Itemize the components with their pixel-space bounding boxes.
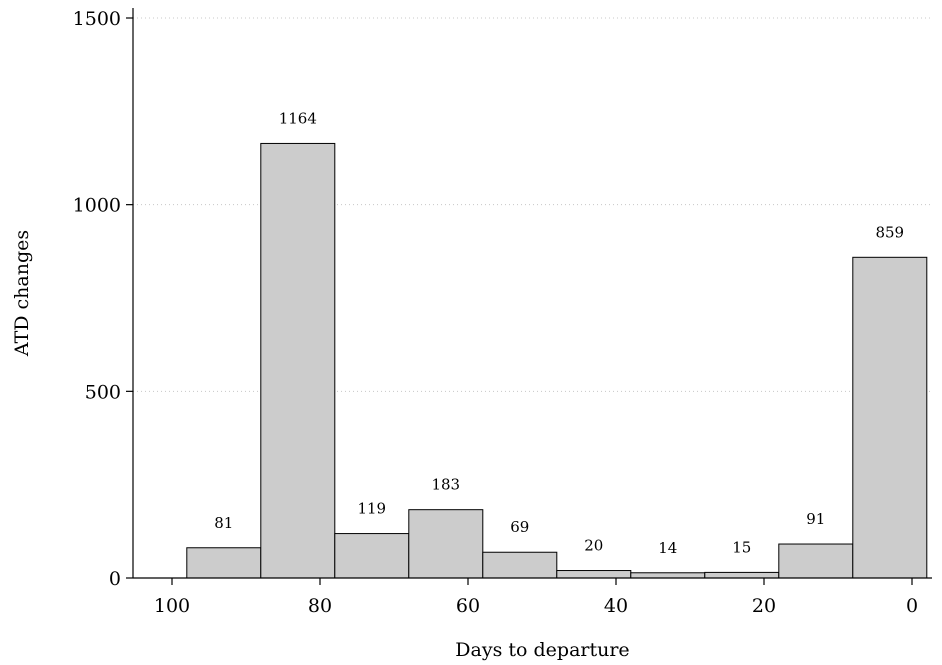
x-tick-label-40: 40 <box>604 595 628 617</box>
data-label-5: 20 <box>584 537 603 555</box>
y-tick-label-1000: 1000 <box>73 195 121 217</box>
bar-7 <box>704 571 780 579</box>
x-ticks: 100 80 60 40 20 0 <box>154 578 918 617</box>
axes <box>132 8 932 579</box>
data-label-7: 15 <box>732 538 751 556</box>
y-tick-label-0: 0 <box>109 568 121 590</box>
bar-0 <box>186 547 262 579</box>
bar-6 <box>630 572 706 579</box>
data-label-9: 859 <box>875 223 904 241</box>
bar-5 <box>556 570 632 579</box>
x-tick-label-0: 0 <box>906 595 918 617</box>
x-tick-label-100: 100 <box>154 595 190 617</box>
data-label-8: 91 <box>806 510 825 528</box>
data-label-3: 183 <box>431 476 460 494</box>
x-tick-label-60: 60 <box>456 595 480 617</box>
x-tick-label-20: 20 <box>752 595 776 617</box>
bar-8 <box>778 543 854 579</box>
grid-lines <box>133 17 932 392</box>
y-tick-label-500: 500 <box>85 381 121 403</box>
bar-1 <box>260 142 336 579</box>
data-label-4: 69 <box>510 518 529 536</box>
bars <box>186 142 928 579</box>
data-labels: 81 1164 119 183 69 20 14 15 91 859 <box>214 109 904 556</box>
bar-3 <box>408 509 484 579</box>
y-ticks: 0 500 1000 1500 <box>73 8 133 590</box>
bar-4 <box>482 551 558 579</box>
x-tick-label-80: 80 <box>308 595 332 617</box>
data-label-6: 14 <box>658 539 677 557</box>
data-label-0: 81 <box>214 514 233 532</box>
y-axis-title: ATD changes <box>11 230 33 357</box>
bar-2 <box>334 533 410 579</box>
bar-9 <box>852 256 928 579</box>
data-label-2: 119 <box>357 500 386 518</box>
data-label-1: 1164 <box>279 109 317 127</box>
y-tick-label-1500: 1500 <box>73 8 121 30</box>
x-axis-title: Days to departure <box>455 639 629 661</box>
